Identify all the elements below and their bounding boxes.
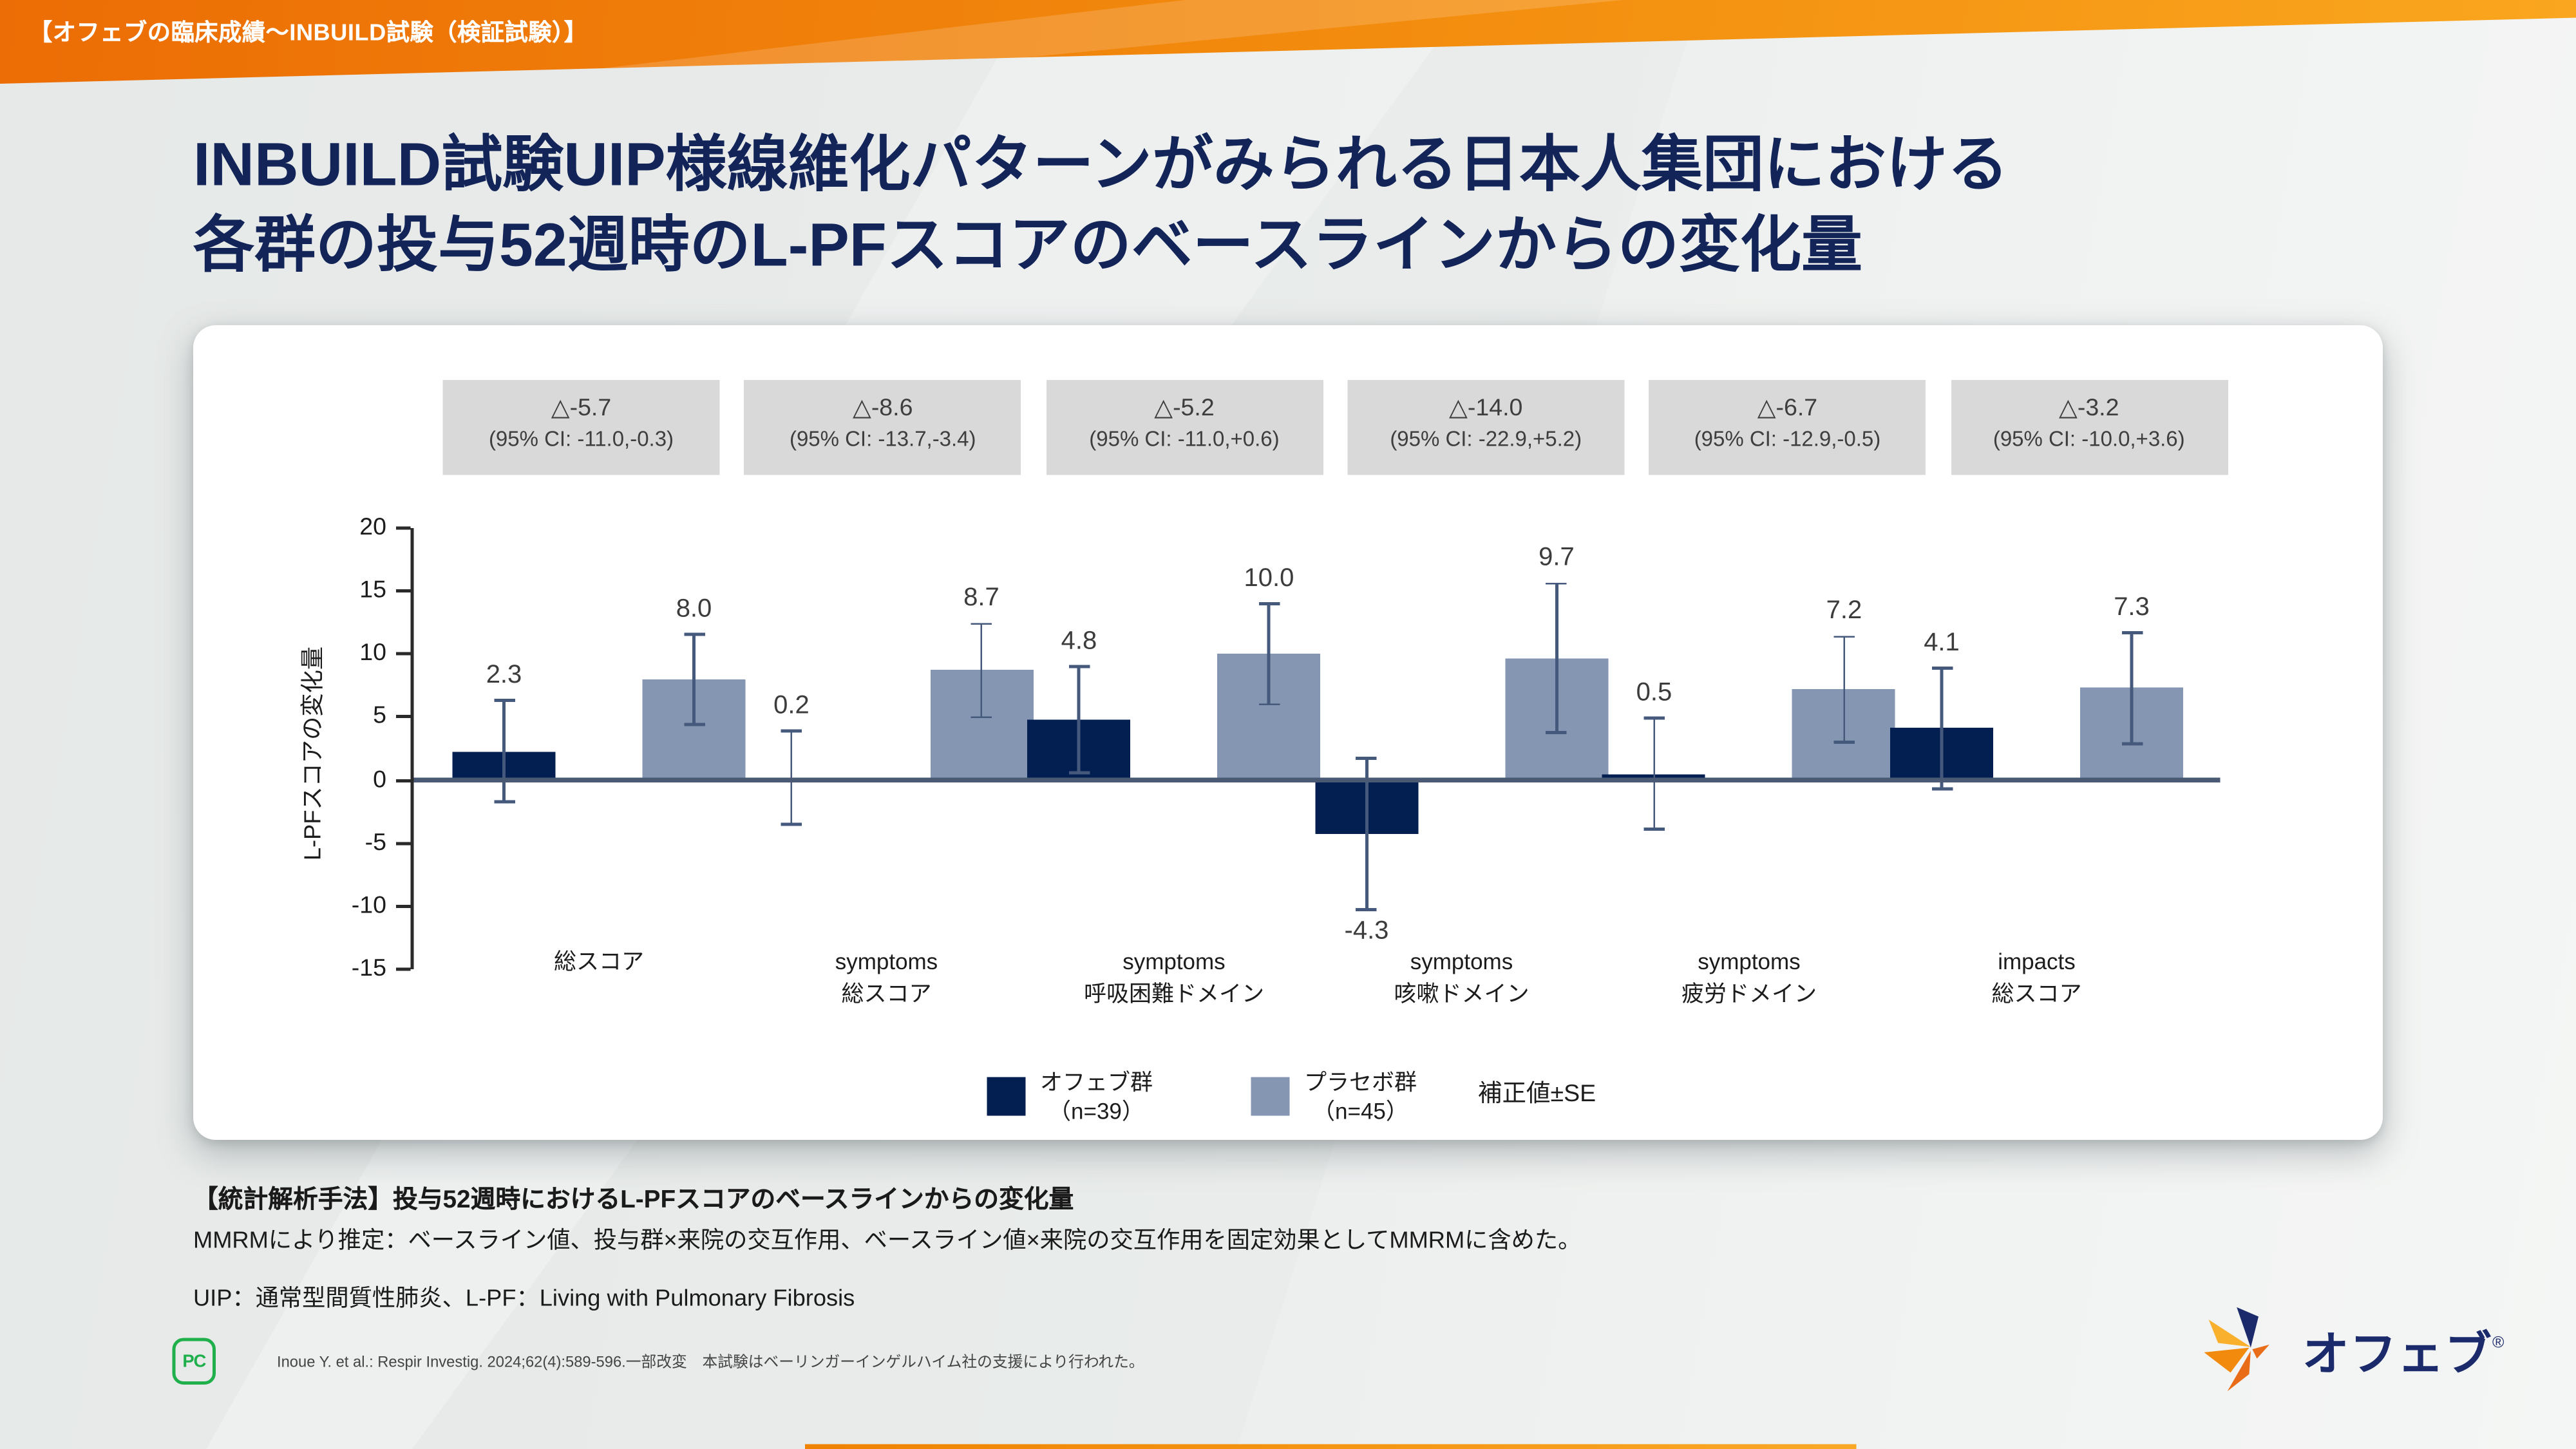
legend-label-placebo: プラセボ群 （n=45） [1304, 1069, 1417, 1124]
breadcrumb: 【オフェブの臨床成績～INBUILD試験（検証試験）】 [29, 21, 588, 47]
logo-wordmark: オフェブ® [2302, 1330, 2505, 1381]
ofev-logo: オフェブ® [2202, 1301, 2505, 1401]
chart-card [193, 325, 2383, 1140]
footnote-method-detail: MMRMにより推定：ベースライン値、投与群×来院の交互作用、ベースライン値×来院… [193, 1228, 1582, 1255]
bottom-accent-strip [805, 1443, 1857, 1449]
error-bar-note: 補正値±SE [1478, 1080, 1596, 1108]
legend-label-ofev: オフェブ群 （n=39） [1040, 1069, 1153, 1124]
ofev-bird-icon [2204, 1307, 2269, 1392]
legend-swatch-ofev [987, 1077, 1026, 1116]
legend-item-ofev: オフェブ群 （n=39） [987, 1068, 1153, 1126]
footnote-method-title: 【統計解析手法】投与52週時におけるL-PFスコアのベースラインからの変化量 [193, 1186, 1074, 1215]
legend-swatch-placebo [1251, 1077, 1290, 1116]
page-title-line2: 各群の投与52週時のL-PFスコアのベースラインからの変化量 [193, 213, 1862, 280]
page-title-line1: INBUILD試験UIP様線維化パターンがみられる日本人集団における [193, 132, 2009, 200]
page-title: INBUILD試験UIP様線維化パターンがみられる日本人集団における 各群の投与… [193, 126, 2009, 287]
citation: Inoue Y. et al.: Respir Investig. 2024;6… [277, 1354, 1144, 1372]
registered-mark: ® [2492, 1334, 2505, 1353]
footnote-abbreviations: UIP：通常型間質性肺炎、L-PF：Living with Pulmonary … [193, 1286, 855, 1312]
pc-badge-icon: PC [172, 1338, 216, 1385]
legend-item-placebo: プラセボ群 （n=45） [1251, 1068, 1417, 1126]
